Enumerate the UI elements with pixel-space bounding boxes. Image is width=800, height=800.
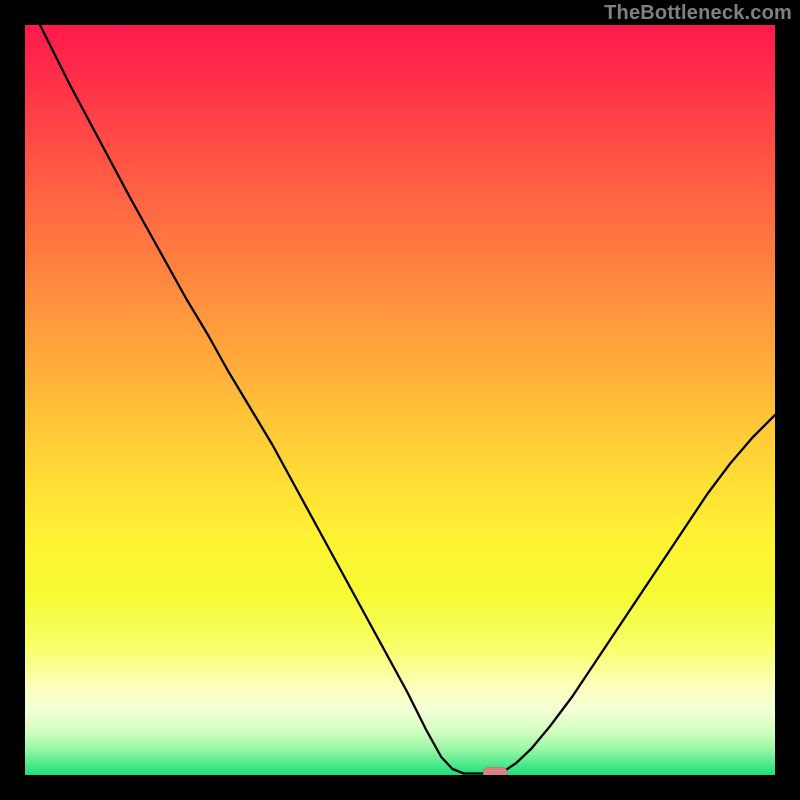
plot-svg bbox=[25, 25, 775, 775]
optimum-marker bbox=[483, 767, 507, 775]
gradient-background bbox=[25, 25, 775, 775]
chart-frame: TheBottleneck.com bbox=[0, 0, 800, 800]
watermark-label: TheBottleneck.com bbox=[604, 2, 792, 25]
plot-area bbox=[25, 25, 775, 775]
